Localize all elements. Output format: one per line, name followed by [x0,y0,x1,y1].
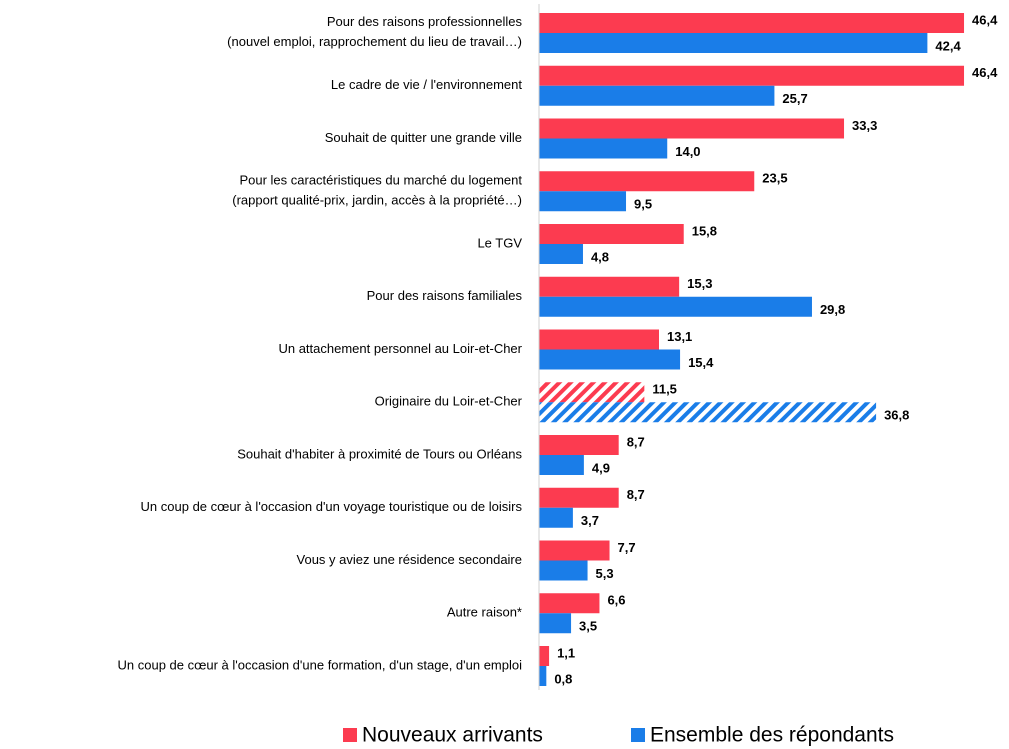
value-label: 1,1 [557,645,575,660]
value-label: 4,9 [592,460,610,475]
bar [539,613,572,634]
category-label: Pour des raisons professionnelles (nouvel… [227,14,522,49]
legend-swatch [343,728,357,742]
value-label: 0,8 [554,671,572,686]
category-label: Souhait de quitter une grande ville [325,130,522,145]
bar [539,435,619,455]
value-label: 29,8 [820,302,845,317]
bar [539,224,684,244]
value-label: 8,7 [627,487,645,502]
bar [539,349,681,370]
category-label: Autre raison* [447,605,522,620]
category-label: Pour des raisons familiales [367,288,523,303]
value-label: 15,3 [687,276,712,291]
bar [539,402,877,423]
value-label: 15,8 [692,223,717,238]
bar [539,244,583,264]
bar [539,171,755,192]
value-label: 15,4 [688,355,714,370]
value-label: 11,5 [652,382,677,397]
bar [539,646,550,666]
bar [539,276,680,297]
bar [539,85,775,106]
category-label: Pour les caractéristiques du marché du l… [232,173,522,208]
bar [539,118,845,139]
bar [539,138,668,159]
category-label: Un coup de cœur à l'occasion d'un voyage… [141,499,523,514]
value-label: 5,3 [596,566,614,581]
bar [539,560,588,581]
legend-label: Nouveaux arrivants [362,724,543,747]
value-label: 3,7 [581,513,599,528]
value-label: 3,5 [579,619,597,634]
category-label: Vous y aviez une résidence secondaire [297,552,522,567]
bar [539,191,627,212]
value-label: 33,3 [852,118,877,133]
category-label: Le TGV [477,235,522,250]
value-label: 13,1 [667,329,692,344]
category-label: Originaire du Loir-et-Cher [375,394,523,409]
bar [539,507,573,528]
bar [539,382,645,403]
bar [539,65,965,86]
value-label: 36,8 [884,408,909,423]
value-label: 23,5 [762,171,787,186]
bar [539,455,584,475]
value-label: 46,4 [972,12,998,27]
value-label: 25,7 [782,91,807,106]
category-label: Souhait d'habiter à proximité de Tours o… [237,446,522,461]
bar [539,540,610,561]
bar [539,666,547,686]
value-label: 8,7 [627,434,645,449]
legend-swatch [631,728,645,742]
category-label: Un attachement personnel au Loir-et-Cher [278,341,522,356]
value-label: 4,8 [591,249,609,264]
category-label: Un coup de cœur à l'occasion d'une forma… [118,657,523,672]
bar [539,296,812,317]
bar [539,13,965,33]
value-label: 9,5 [634,197,652,212]
bar [539,33,928,53]
value-label: 42,4 [935,38,961,53]
category-label: Le cadre de vie / l'environnement [331,77,522,92]
legend-label: Ensemble des répondants [650,724,894,747]
value-label: 7,7 [618,540,636,555]
bar [539,487,619,508]
value-label: 6,6 [607,593,625,608]
value-label: 46,4 [972,65,998,80]
bar [539,593,600,614]
bar [539,329,659,350]
value-label: 14,0 [675,144,700,159]
